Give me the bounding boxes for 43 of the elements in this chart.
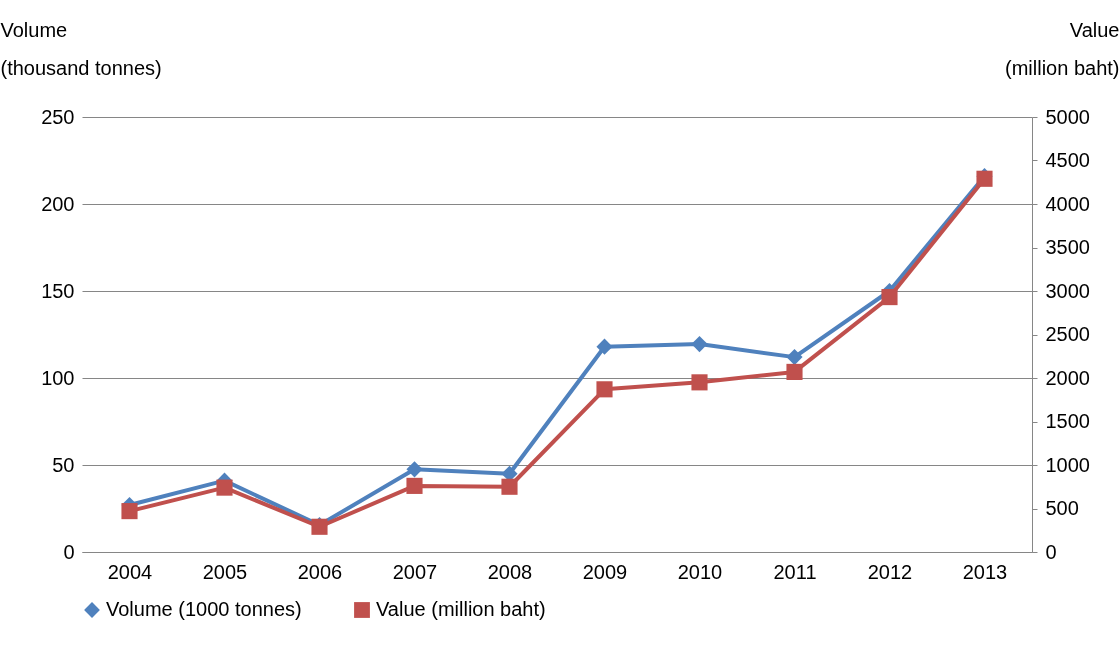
y2-tick-label: 1000: [1045, 453, 1090, 476]
point: [691, 374, 708, 391]
point: [786, 363, 803, 380]
y-tick-label: 100: [41, 366, 75, 389]
y2-tick-label: 3000: [1045, 279, 1090, 302]
y2-tick-label: 4500: [1045, 149, 1090, 171]
y-tick-label: 250: [41, 105, 75, 128]
point: [596, 381, 613, 398]
x-tick-label: 2006: [297, 560, 343, 583]
point: [881, 289, 898, 306]
y2-tick-label: 1500: [1045, 410, 1090, 432]
y2-tick-label: 3500: [1045, 236, 1090, 258]
point: [501, 478, 518, 495]
point: [596, 338, 613, 355]
x-tick-label: 2011: [773, 560, 817, 583]
point: [786, 349, 803, 366]
x-tick-label: 2013: [962, 560, 1008, 583]
y2-tick-label: 2000: [1045, 366, 1090, 389]
y-axis-title: Volume (thousand tonnes): [0, 18, 162, 79]
x-tick-label: 2010: [677, 560, 723, 583]
y2-tick-label: 5000: [1045, 105, 1090, 128]
point: [406, 477, 423, 494]
x-tick-label: 2012: [867, 560, 913, 583]
x-tick-label: 2007: [392, 560, 438, 583]
x-tick-label: 2004: [107, 560, 153, 583]
y-tick-label: 0: [63, 540, 75, 563]
y2-tick-label: 500: [1045, 497, 1079, 519]
point: [121, 503, 138, 520]
y-tick-label: 50: [52, 453, 75, 476]
y2-tick-label: 0: [1045, 540, 1057, 563]
y-tick-label: 200: [41, 192, 75, 215]
point: [691, 336, 708, 353]
x-tick-label: 2008: [487, 560, 533, 583]
y2-tick-label: 4000: [1045, 192, 1090, 215]
y-tick-label: 150: [41, 279, 75, 302]
x-tick-label: 2005: [202, 560, 248, 583]
legend-label: Volume (1000 tonnes): [106, 598, 302, 620]
point: [216, 479, 233, 496]
y2-tick-label: 2500: [1045, 323, 1090, 345]
point: [406, 461, 423, 478]
y2-axis-title: Value (million baht): [1005, 18, 1119, 79]
legend-label: Value (million baht): [376, 598, 546, 620]
x-tick-label: 2009: [582, 560, 628, 583]
